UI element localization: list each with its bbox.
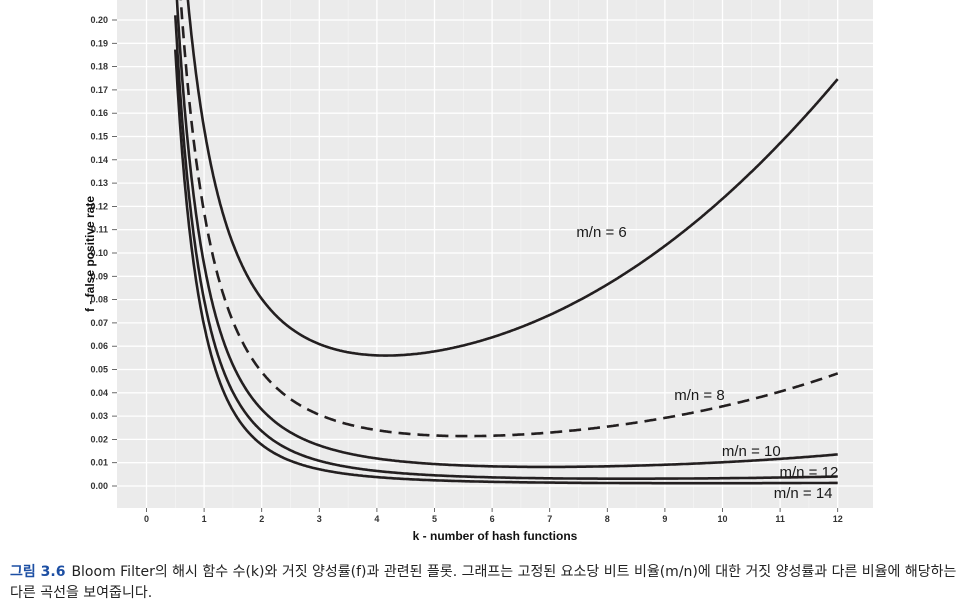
y-tick-label: 0.15 bbox=[90, 132, 108, 142]
curve-labels: m/n = 6 m/n = 8 m/n = 10 m/n = 12 m/n = 14 bbox=[576, 224, 838, 502]
y-tick-label: 0.00 bbox=[90, 481, 108, 491]
x-tick-label: 6 bbox=[490, 514, 495, 524]
y-tick-label: 0.08 bbox=[90, 295, 108, 305]
chart: 0.00 0.01 0.02 0.03 0.04 0.05 0.06 0.07 0.08 0.09… bbox=[83, 0, 873, 543]
series-label-mn-12: m/n = 12 bbox=[780, 464, 839, 481]
curves bbox=[174, 0, 839, 485]
figure-caption-text: Bloom Filter의 해시 함수 수(k)와 거짓 양성률(f)과 관련된… bbox=[10, 564, 957, 601]
x-tick-label: 2 bbox=[259, 514, 264, 524]
series-line-mn-14 bbox=[174, 49, 838, 485]
grid-minor bbox=[175, 0, 810, 508]
y-tick-label: 0.09 bbox=[90, 271, 108, 281]
figure-caption-label: 그림 3.6 bbox=[10, 564, 66, 580]
y-tick-label: 0.14 bbox=[90, 155, 108, 165]
y-tick-label: 0.07 bbox=[90, 318, 108, 328]
x-axis-ticks: 0 1 2 3 4 5 6 7 8 9 10 11 12 bbox=[144, 508, 843, 524]
y-tick-label: 0.05 bbox=[90, 365, 108, 375]
series-label-mn-6: m/n = 6 bbox=[576, 224, 626, 241]
x-tick-label: 1 bbox=[202, 514, 207, 524]
series-line-mn-10 bbox=[175, 0, 838, 469]
y-tick-label: 0.06 bbox=[90, 341, 108, 351]
x-axis-title: k - number of hash functions bbox=[413, 529, 578, 543]
grid-major bbox=[117, 0, 873, 508]
x-tick-label: 7 bbox=[547, 514, 552, 524]
x-tick-label: 11 bbox=[775, 514, 785, 524]
x-tick-label: 0 bbox=[144, 514, 149, 524]
series-label-mn-8: m/n = 8 bbox=[674, 387, 724, 404]
x-tick-label: 10 bbox=[717, 514, 727, 524]
x-tick-label: 4 bbox=[374, 514, 379, 524]
y-tick-label: 0.20 bbox=[90, 15, 108, 25]
y-tick-label: 0.18 bbox=[90, 62, 108, 72]
plot-panel bbox=[117, 0, 873, 508]
x-tick-label: 12 bbox=[833, 514, 843, 524]
y-tick-label: 0.04 bbox=[90, 388, 108, 398]
series-line-mn-6 bbox=[186, 0, 839, 357]
x-tick-label: 5 bbox=[432, 514, 437, 524]
y-tick-label: 0.17 bbox=[90, 85, 108, 95]
figure-caption: 그림 3.6 Bloom Filter의 해시 함수 수(k)와 거짓 양성률(f… bbox=[10, 562, 965, 604]
y-tick-label: 0.12 bbox=[90, 201, 108, 211]
series-line-mn-8 bbox=[179, 0, 839, 438]
x-tick-label: 3 bbox=[317, 514, 322, 524]
y-tick-label: 0.01 bbox=[90, 458, 108, 468]
y-tick-label: 0.13 bbox=[90, 178, 108, 188]
y-axis-title: f - false positive rate bbox=[83, 196, 97, 312]
y-tick-label: 0.19 bbox=[90, 38, 108, 48]
y-axis-ticks: 0.00 0.01 0.02 0.03 0.04 0.05 0.06 0.07 0.08 0.09… bbox=[90, 15, 117, 491]
y-tick-label: 0.10 bbox=[90, 248, 108, 258]
y-tick-label: 0.11 bbox=[91, 225, 108, 235]
y-tick-label: 0.02 bbox=[90, 434, 108, 444]
x-tick-label: 8 bbox=[605, 514, 610, 524]
x-tick-label: 9 bbox=[662, 514, 667, 524]
y-tick-label: 0.16 bbox=[90, 108, 108, 118]
series-label-mn-10: m/n = 10 bbox=[722, 443, 781, 460]
y-tick-label: 0.03 bbox=[90, 411, 108, 421]
series-line-mn-12 bbox=[174, 15, 838, 481]
series-label-mn-14: m/n = 14 bbox=[774, 485, 833, 502]
